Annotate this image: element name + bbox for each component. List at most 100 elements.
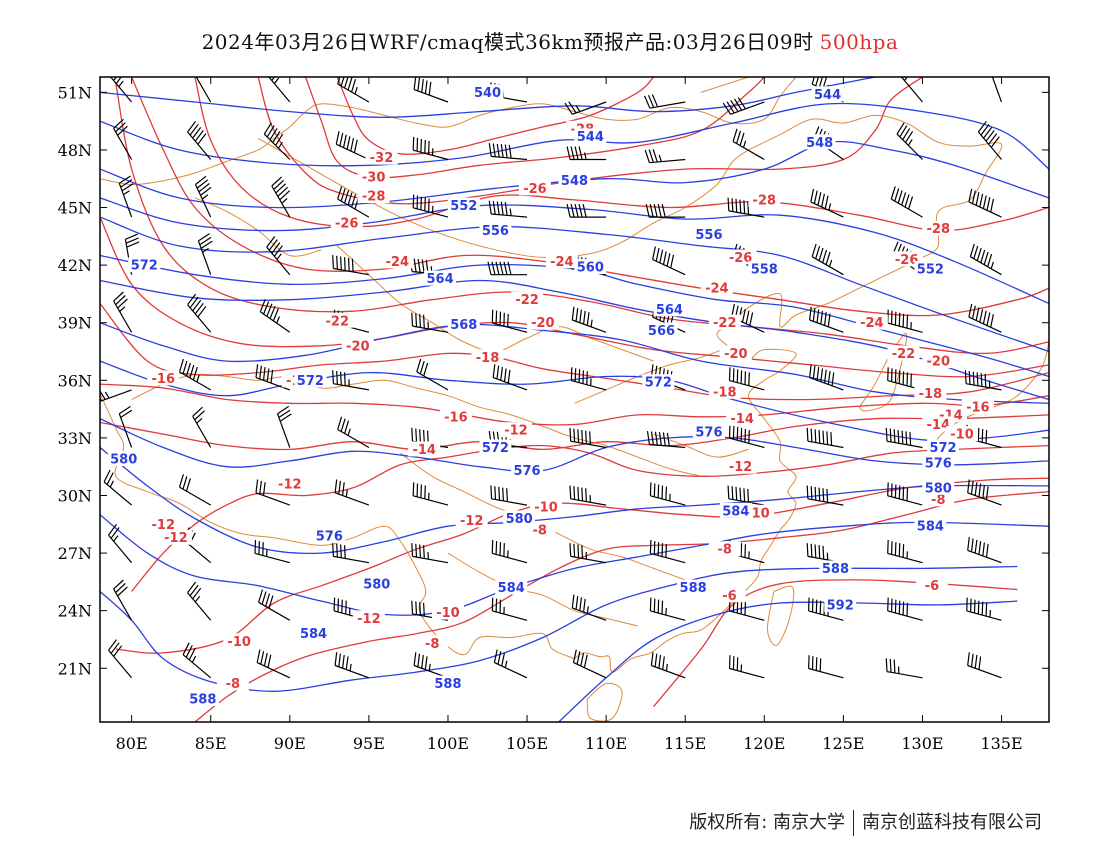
- lon-tick-label: 95E: [353, 734, 385, 753]
- temperature-contour-label: -16: [444, 410, 468, 425]
- province-border: [447, 552, 638, 627]
- wind-barb: [412, 194, 449, 218]
- wind-barb: [652, 246, 686, 276]
- wind-barb: [255, 479, 291, 506]
- lat-tick-label: 48N: [58, 141, 92, 160]
- wind-barb: [416, 358, 449, 391]
- temperature-contour-label: -14: [730, 412, 754, 427]
- wind-barb: [108, 524, 133, 564]
- wind-barb: [808, 655, 844, 679]
- height-contour: [100, 360, 1049, 442]
- height-contour-label: 568: [450, 318, 477, 333]
- wind-barb: [968, 188, 1002, 218]
- wind-barb: [572, 649, 607, 679]
- wind-barb: [195, 77, 212, 103]
- wind-barb: [649, 597, 686, 621]
- height-contour-label-bg: [431, 675, 464, 691]
- height-contour-label-bg: [447, 197, 480, 213]
- wind-barb: [570, 367, 607, 391]
- wind-barb: [332, 543, 370, 564]
- title-level: 500hpa: [819, 30, 899, 54]
- wind-barb: [732, 128, 765, 161]
- province-border: [100, 393, 575, 660]
- wind-barb: [332, 255, 370, 276]
- wind-barb: [728, 655, 765, 679]
- temperature-contour-label-bg: [708, 383, 741, 399]
- wind-barb: [197, 233, 213, 275]
- height-contour-label: 540: [474, 86, 501, 101]
- lat-tick-label: 36N: [58, 371, 92, 390]
- temperature-contour-label-bg: [439, 408, 472, 424]
- temperature-contour-label: -18: [713, 385, 737, 400]
- lat-tick-label: 24N: [58, 602, 92, 621]
- height-contour-label: 556: [482, 224, 509, 239]
- height-contour-label: 584: [300, 627, 327, 642]
- temperature-contour: [100, 216, 1049, 378]
- height-contour-label: 558: [751, 262, 778, 277]
- wind-barb: [255, 364, 291, 391]
- wind-barb: [887, 539, 923, 564]
- height-contour-label-bg: [574, 259, 607, 275]
- province-border: [574, 256, 923, 673]
- lat-tick-label: 39N: [58, 314, 92, 333]
- wind-barb: [118, 405, 133, 448]
- wind-barb: [727, 197, 765, 218]
- temperature-contour-label: -10: [534, 501, 558, 516]
- wind-barb: [254, 539, 290, 564]
- height-contour: [558, 600, 1018, 722]
- temperature-contour-label: -32: [370, 151, 394, 166]
- height-contour-label-bg: [471, 84, 504, 100]
- height-contour-label-bg: [914, 260, 947, 276]
- wind-barb: [271, 176, 291, 218]
- height-contour-label-bg: [294, 372, 327, 388]
- temperature-contour-label-bg: [499, 422, 532, 438]
- wind-barb: [896, 122, 923, 160]
- wind-barb: [645, 203, 686, 218]
- temperature-contour-label-bg: [352, 610, 385, 626]
- wind-barb: [969, 243, 1002, 276]
- height-contour-label: 552: [917, 262, 944, 277]
- height-contour-label-bg: [479, 439, 512, 455]
- wind-barb: [487, 261, 527, 276]
- height-contour-label: 588: [189, 692, 216, 707]
- height-contour-label-bg: [803, 134, 836, 150]
- contour-label-layer: -32-30-28-28-28-28-26-26-26-26-24-24-24-…: [107, 84, 994, 707]
- wind-barb: [900, 77, 923, 103]
- height-contour-label: 576: [513, 464, 540, 479]
- temperature-contour-label-bg: [511, 291, 544, 307]
- temperature-contour-label: -8: [931, 493, 945, 508]
- wind-barb: [411, 543, 449, 564]
- temperature-contour-label: -12: [357, 612, 381, 627]
- temperature-contour-label-bg: [719, 345, 752, 361]
- temperature-contour-label: -8: [532, 524, 546, 539]
- lon-tick-label: 90E: [274, 734, 306, 753]
- temperature-contour-label-bg: [431, 604, 464, 620]
- temperature-contour-label-bg: [455, 512, 488, 528]
- temperature-contour-label-bg: [724, 249, 757, 265]
- wind-barb: [194, 175, 212, 218]
- height-contour-label: 584: [498, 581, 525, 596]
- wind-barb: [811, 243, 844, 276]
- wind-barb: [108, 639, 133, 679]
- temperature-contour-label: -24: [550, 255, 574, 270]
- footer-company: 南京创蓝科技有限公司: [862, 812, 1042, 833]
- height-contour-label: 572: [645, 376, 672, 391]
- temperature-contour-label: -10: [950, 428, 974, 443]
- temperature-contour: [100, 383, 1049, 426]
- wind-barb: [967, 479, 1002, 506]
- temperature-contour-label-bg: [887, 345, 920, 361]
- temperature-contour-label-bg: [330, 214, 363, 230]
- map-title: 2024年03月26日WRF/cmaq模式36km预报产品:03月26日09时 5…: [0, 26, 1100, 55]
- wind-barb: [644, 149, 686, 164]
- wind-barb: [890, 186, 923, 218]
- wind-barb: [967, 537, 1002, 564]
- height-contour-label-bg: [645, 322, 678, 338]
- height-contour-label-bg: [447, 316, 480, 332]
- temperature-contour-label: -8: [718, 543, 732, 558]
- height-contour-label-bg: [186, 690, 219, 706]
- height-contour-label-bg: [677, 579, 710, 595]
- wind-barb: [991, 77, 1003, 103]
- temperature-contour-label: -24: [705, 282, 729, 297]
- height-contour: [100, 565, 1018, 692]
- height-contour-label: 548: [561, 174, 588, 189]
